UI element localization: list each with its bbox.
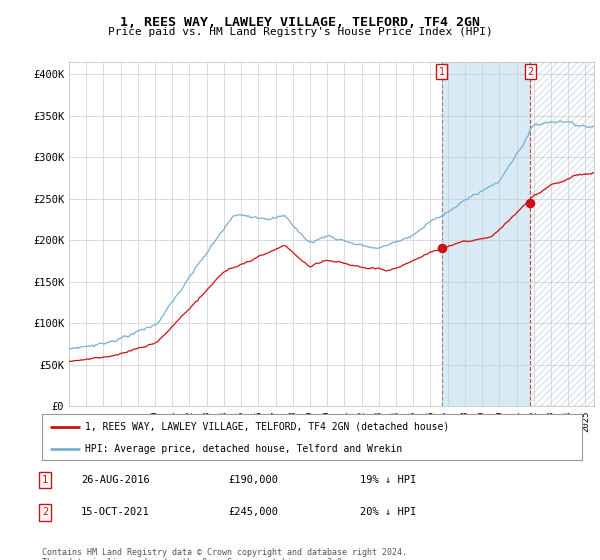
- Text: 2: 2: [42, 507, 48, 517]
- Text: 1, REES WAY, LAWLEY VILLAGE, TELFORD, TF4 2GN (detached house): 1, REES WAY, LAWLEY VILLAGE, TELFORD, TF…: [85, 422, 449, 432]
- Text: 1, REES WAY, LAWLEY VILLAGE, TELFORD, TF4 2GN: 1, REES WAY, LAWLEY VILLAGE, TELFORD, TF…: [120, 16, 480, 29]
- Text: HPI: Average price, detached house, Telford and Wrekin: HPI: Average price, detached house, Telf…: [85, 444, 403, 454]
- Text: 15-OCT-2021: 15-OCT-2021: [81, 507, 150, 517]
- Text: £245,000: £245,000: [228, 507, 278, 517]
- Text: Price paid vs. HM Land Registry's House Price Index (HPI): Price paid vs. HM Land Registry's House …: [107, 27, 493, 37]
- Text: 1: 1: [439, 67, 445, 77]
- Text: 1: 1: [42, 475, 48, 485]
- Bar: [442, 62, 530, 406]
- Point: [437, 244, 446, 253]
- Bar: [530, 62, 594, 406]
- Text: Contains HM Land Registry data © Crown copyright and database right 2024.
This d: Contains HM Land Registry data © Crown c…: [42, 548, 407, 560]
- Text: 19% ↓ HPI: 19% ↓ HPI: [360, 475, 416, 485]
- Point: [526, 198, 535, 207]
- Text: £190,000: £190,000: [228, 475, 278, 485]
- Text: 20% ↓ HPI: 20% ↓ HPI: [360, 507, 416, 517]
- Text: 2: 2: [527, 67, 533, 77]
- Text: 26-AUG-2016: 26-AUG-2016: [81, 475, 150, 485]
